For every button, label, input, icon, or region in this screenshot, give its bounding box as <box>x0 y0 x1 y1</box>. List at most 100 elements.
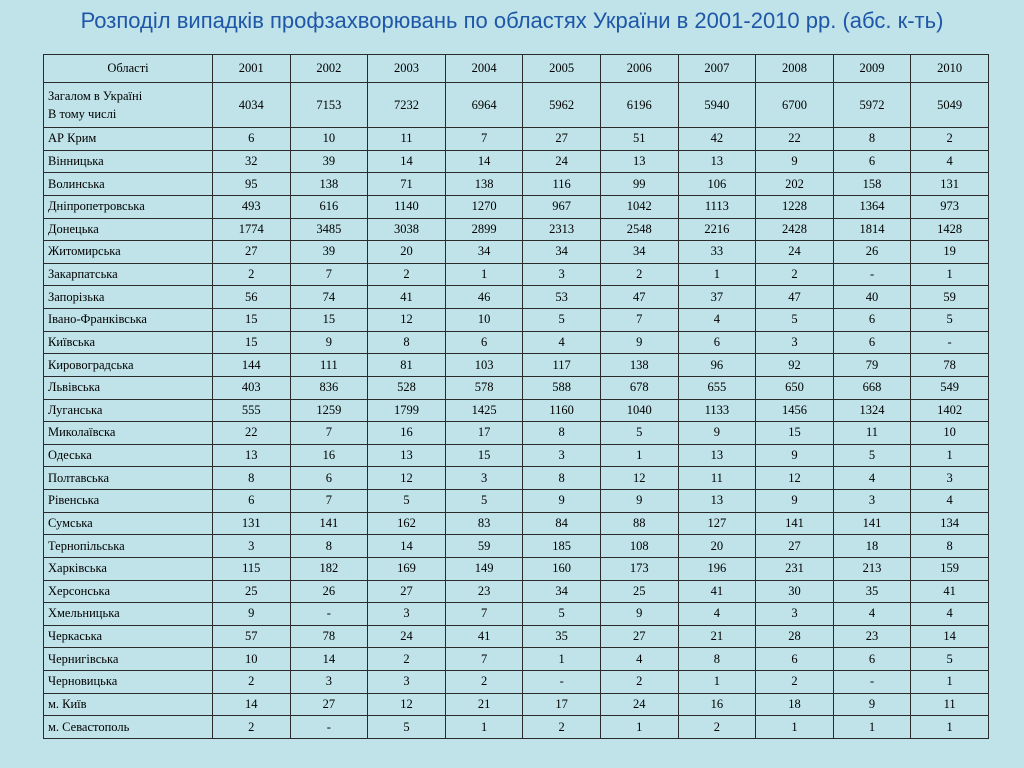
table-cell: 21 <box>677 624 757 649</box>
table-row: м. Севастополь 2-5 1 2 1 2 1 1 1 <box>43 715 989 739</box>
table-cell: 1774 <box>212 217 291 242</box>
table-cell: 6 <box>832 330 912 355</box>
table-cell: 655 <box>677 375 757 400</box>
total-value: 6196 <box>599 82 679 128</box>
table-cell: 493 <box>212 194 291 219</box>
header-year: 2010 <box>910 54 989 83</box>
table-cell: 196 <box>677 556 757 581</box>
region-name: Тернопільська <box>43 534 213 558</box>
table-row: Донецька 1774 3485 3038 2899 2313 2548 2216 2428… <box>43 217 989 242</box>
table-cell: 6 <box>212 489 291 513</box>
total-value: 6964 <box>444 82 524 128</box>
table-cell: - <box>910 330 989 355</box>
table-cell: 47 <box>599 285 679 309</box>
table-cell: 2313 <box>522 217 601 242</box>
table-cell: 13 <box>367 443 446 468</box>
table-cell: 4 <box>910 602 989 626</box>
table-cell: 403 <box>212 375 291 400</box>
table-cell: 160 <box>522 556 601 581</box>
table-cell: 11 <box>367 127 446 151</box>
table-header-row: Області 2001 2002 2003 2004 2005 2006 2007 2008… <box>43 54 989 83</box>
table-cell: 9 <box>289 330 369 355</box>
table-cell: 12 <box>755 466 834 490</box>
table-cell: 21 <box>444 692 524 717</box>
table-cell: 3038 <box>367 217 446 242</box>
table-cell: 16 <box>677 692 757 717</box>
table-cell: 41 <box>367 285 446 309</box>
table-cell: 42 <box>677 127 757 151</box>
table-cell: 2 <box>910 127 989 151</box>
table-cell: 37 <box>677 285 757 309</box>
table-cell: 8 <box>910 534 989 558</box>
table-cell: 117 <box>522 353 601 377</box>
table-cell: 5 <box>367 715 446 739</box>
table-cell: 3 <box>367 670 446 694</box>
table-cell: 650 <box>755 375 834 400</box>
table-cell: 106 <box>677 172 757 196</box>
total-value: 5940 <box>677 82 757 128</box>
table-cell: 213 <box>832 556 912 581</box>
table-cell: 14 <box>444 149 524 174</box>
table-cell: 4 <box>910 149 989 174</box>
table-cell: 1042 <box>599 194 679 219</box>
table-cell: 34 <box>599 240 679 264</box>
table-cell: 1 <box>677 670 757 694</box>
table-cell: 2 <box>599 670 679 694</box>
table-cell: 22 <box>755 127 834 151</box>
table-cell: 3 <box>289 670 369 694</box>
table-cell: 27 <box>212 240 291 264</box>
table-cell: 2216 <box>677 217 757 242</box>
table-cell: 1160 <box>522 398 601 423</box>
table-cell: 51 <box>599 127 679 151</box>
table-cell: 27 <box>289 692 369 717</box>
table-cell: 9 <box>212 602 291 626</box>
table-cell: 158 <box>832 172 912 196</box>
total-value: 5972 <box>832 82 912 128</box>
table-cell: 578 <box>444 375 524 400</box>
region-name: Черновицька <box>43 670 213 694</box>
table-cell: 83 <box>444 511 524 536</box>
table-cell: 4 <box>832 602 912 626</box>
table-cell: 7 <box>289 489 369 513</box>
table-row: Миколаївска 22 7 16 17 8 5 9 15 11 10 <box>43 421 989 445</box>
table-cell: 1 <box>599 715 679 739</box>
table-cell: 967 <box>522 194 601 219</box>
table-cell: 14 <box>212 692 291 717</box>
table-cell: 4 <box>677 602 757 626</box>
table-cell: 3 <box>755 602 834 626</box>
table-cell: 14 <box>367 149 446 174</box>
table-cell: 6 <box>832 647 912 671</box>
header-year: 2006 <box>599 54 679 83</box>
region-name: Вінницька <box>43 149 213 174</box>
table-cell: 144 <box>212 353 291 377</box>
table-row: Хмельницька 9-3 7 5 9 4 3 4 4 <box>43 602 989 626</box>
table-cell: 127 <box>677 511 757 536</box>
table-cell: 30 <box>755 579 834 604</box>
table-cell: 47 <box>755 285 834 309</box>
table-cell: 17 <box>522 692 601 717</box>
table-cell: 23 <box>444 579 524 604</box>
table-cell: 9 <box>599 489 679 513</box>
table-cell: 12 <box>367 466 446 490</box>
table-cell: 678 <box>599 375 679 400</box>
table-cell: 2 <box>367 647 446 671</box>
table-row: Тернопільська 3 8 14 59 185 108 20 27 18 8 <box>43 534 989 558</box>
table-cell: 6 <box>677 330 757 355</box>
table-cell: 8 <box>522 466 601 490</box>
table-cell: 7 <box>444 647 524 671</box>
table-cell: 2 <box>522 715 601 739</box>
table-cell: 27 <box>599 624 679 649</box>
table-cell: 4 <box>677 308 757 332</box>
table-cell: 1425 <box>444 398 524 423</box>
region-name: Черкаська <box>43 624 213 649</box>
table-cell: 56 <box>212 285 291 309</box>
table-cell: 2 <box>367 262 446 287</box>
table-cell: 2 <box>755 262 834 287</box>
table-cell: 10 <box>910 421 989 445</box>
table-cell: 92 <box>755 353 834 377</box>
table-cell: 5 <box>910 308 989 332</box>
region-name: Дніпропетровська <box>43 194 213 219</box>
table-cell: 4 <box>599 647 679 671</box>
table-cell: 4 <box>832 466 912 490</box>
table-cell: 6 <box>832 149 912 174</box>
